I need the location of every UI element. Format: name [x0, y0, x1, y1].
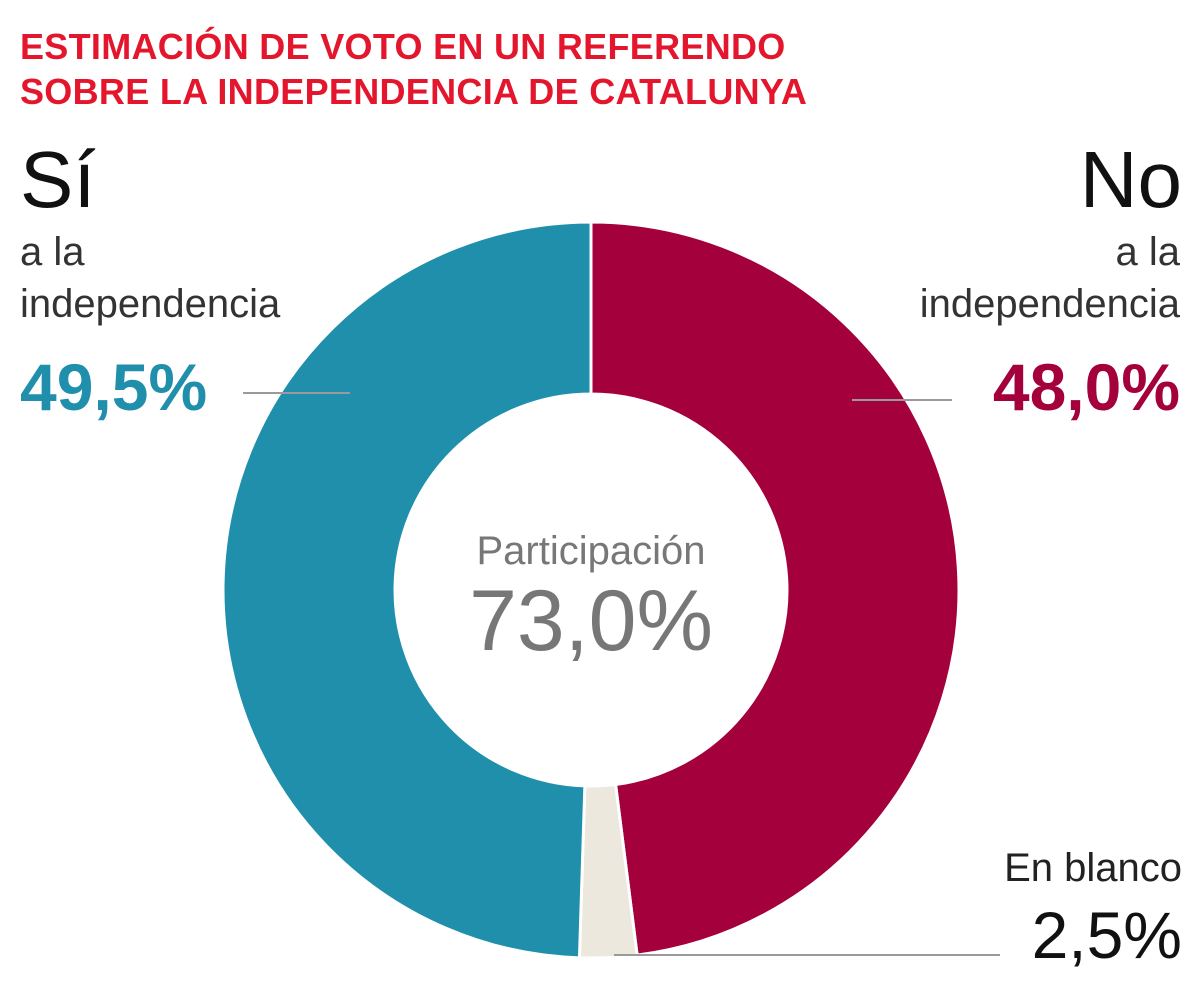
- value-no: 48,0%: [992, 350, 1180, 424]
- label-si-sub-2: independencia: [20, 282, 281, 326]
- label-no: No: [1079, 135, 1182, 224]
- center-value: 73,0%: [469, 573, 713, 669]
- donut-slice-no: [589, 220, 961, 957]
- label-si-sub-1: a la: [20, 230, 85, 274]
- donut-slice-si: [221, 220, 593, 960]
- label-no-sub-1: a la: [1115, 230, 1181, 274]
- title-line-2: SOBRE LA INDEPENDENCIA DE CATALUNYA: [20, 71, 808, 112]
- label-blanco: En blanco: [1004, 846, 1182, 890]
- chart-title: ESTIMACIÓN DE VOTO EN UN REFERENDO SOBRE…: [20, 24, 807, 114]
- value-blanco: 2,5%: [1031, 898, 1182, 972]
- center-label: Participación: [476, 529, 705, 573]
- value-si: 49,5%: [20, 350, 208, 424]
- title-line-1: ESTIMACIÓN DE VOTO EN UN REFERENDO: [20, 26, 786, 67]
- label-no-sub-2: independencia: [919, 282, 1180, 326]
- label-si: Sí: [20, 135, 96, 224]
